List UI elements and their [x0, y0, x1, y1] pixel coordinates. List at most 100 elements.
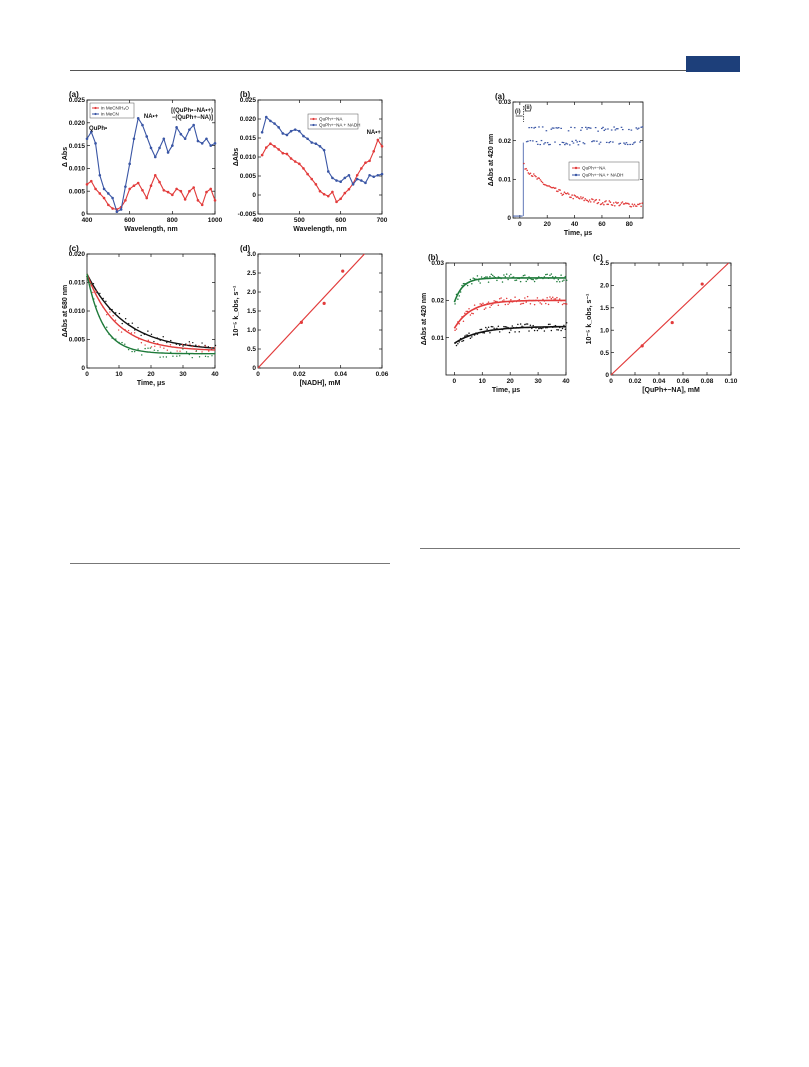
data-point	[493, 327, 495, 330]
plot-frame	[257, 253, 383, 369]
data-point-blue	[610, 129, 613, 131]
data-point	[171, 193, 174, 197]
data-point	[162, 137, 166, 141]
data-point-red	[578, 197, 581, 200]
x-tick-label: 80	[626, 221, 634, 228]
data-point	[298, 129, 301, 133]
data-point-blue	[564, 144, 566, 146]
data-point-blue	[549, 143, 551, 146]
data-point	[469, 314, 472, 316]
header-rule	[70, 70, 740, 71]
data-point-red	[608, 200, 611, 202]
data-point-red	[631, 203, 634, 205]
data-point	[528, 330, 530, 332]
data-point-blue	[635, 127, 638, 129]
x-tick-label: 0.06	[677, 378, 690, 385]
data-point	[281, 132, 285, 135]
data-point-red	[597, 201, 600, 204]
data-point-blue	[592, 140, 594, 142]
data-point-blue	[594, 127, 597, 129]
fit-curve-2	[86, 273, 215, 355]
data-point	[114, 319, 117, 321]
data-point-blue	[529, 140, 532, 142]
data-point-red	[638, 203, 640, 206]
data-point	[264, 146, 268, 149]
data-point	[208, 350, 210, 352]
data-point	[510, 298, 512, 301]
data-point-blue	[617, 128, 619, 130]
data-point-blue	[586, 128, 588, 130]
data-point	[214, 347, 216, 349]
data-point	[376, 138, 380, 142]
data-point	[185, 351, 188, 353]
data-point	[322, 301, 326, 305]
data-point	[314, 183, 318, 186]
data-point	[179, 344, 181, 346]
y-tick-label: 2.5	[600, 260, 609, 267]
data-point-blue	[588, 127, 591, 129]
data-point	[355, 173, 359, 177]
panel-label: (c)	[69, 244, 79, 253]
data-point	[483, 308, 486, 310]
data-point	[487, 301, 490, 303]
data-point	[162, 336, 164, 338]
data-point	[137, 326, 139, 329]
data-point	[140, 342, 143, 344]
legend-label: QuPh+−NA	[582, 166, 606, 171]
data-point	[213, 142, 217, 145]
data-point-blue	[613, 126, 615, 128]
data-point	[182, 345, 184, 347]
data-point	[166, 341, 168, 344]
annotation-quph: QuPh•	[89, 126, 107, 132]
data-point	[209, 144, 213, 147]
data-point	[490, 325, 493, 328]
data-point	[107, 192, 110, 195]
data-point	[347, 173, 351, 177]
data-point	[141, 188, 144, 192]
data-point	[487, 326, 490, 329]
data-point-blue	[619, 142, 622, 144]
data-point	[131, 322, 134, 324]
data-point	[565, 303, 568, 305]
data-point-blue	[552, 127, 555, 129]
data-point-red	[563, 191, 566, 193]
data-point-blue	[621, 128, 624, 131]
data-point-blue	[608, 142, 610, 144]
data-point	[95, 290, 97, 292]
y-tick-label: 0.02	[498, 138, 511, 145]
data-point	[498, 297, 501, 300]
chart-right-c: 0 0.02 0.04 0.06 0.08 0.10 0 0.5 1.0 1.5 2.0 2.5 [Qu…	[586, 253, 738, 394]
x-axis-label: Wavelength, nm	[293, 226, 346, 233]
data-point	[121, 322, 123, 325]
data-point-red	[525, 167, 527, 170]
data-point	[153, 340, 155, 343]
data-point	[149, 347, 152, 349]
data-point	[545, 302, 547, 305]
data-point-blue	[566, 143, 569, 145]
data-point	[536, 329, 539, 332]
data-point-blue	[551, 127, 554, 129]
data-point-blue	[541, 126, 544, 128]
data-point	[700, 282, 704, 286]
data-point	[497, 325, 500, 327]
data-point	[503, 299, 505, 301]
data-point	[306, 172, 309, 176]
data-point	[526, 278, 529, 281]
data-point	[121, 341, 123, 344]
data-point	[136, 116, 140, 120]
legend-box	[568, 161, 640, 181]
data-point	[141, 354, 143, 356]
data-point	[458, 322, 461, 325]
data-point	[181, 343, 184, 346]
data-point-blue	[550, 128, 553, 130]
data-point-blue	[618, 143, 620, 145]
data-point	[132, 137, 136, 141]
x-tick-label: 1000	[208, 217, 223, 224]
data-point	[457, 343, 459, 345]
y-axis-label: 10⁻⁵ k_obs, s⁻¹	[233, 285, 240, 336]
x-tick-label: 600	[124, 217, 135, 224]
data-point-blue	[599, 141, 602, 143]
fit-line	[610, 262, 730, 376]
data-point	[183, 198, 187, 201]
data-point-blue	[626, 143, 629, 146]
